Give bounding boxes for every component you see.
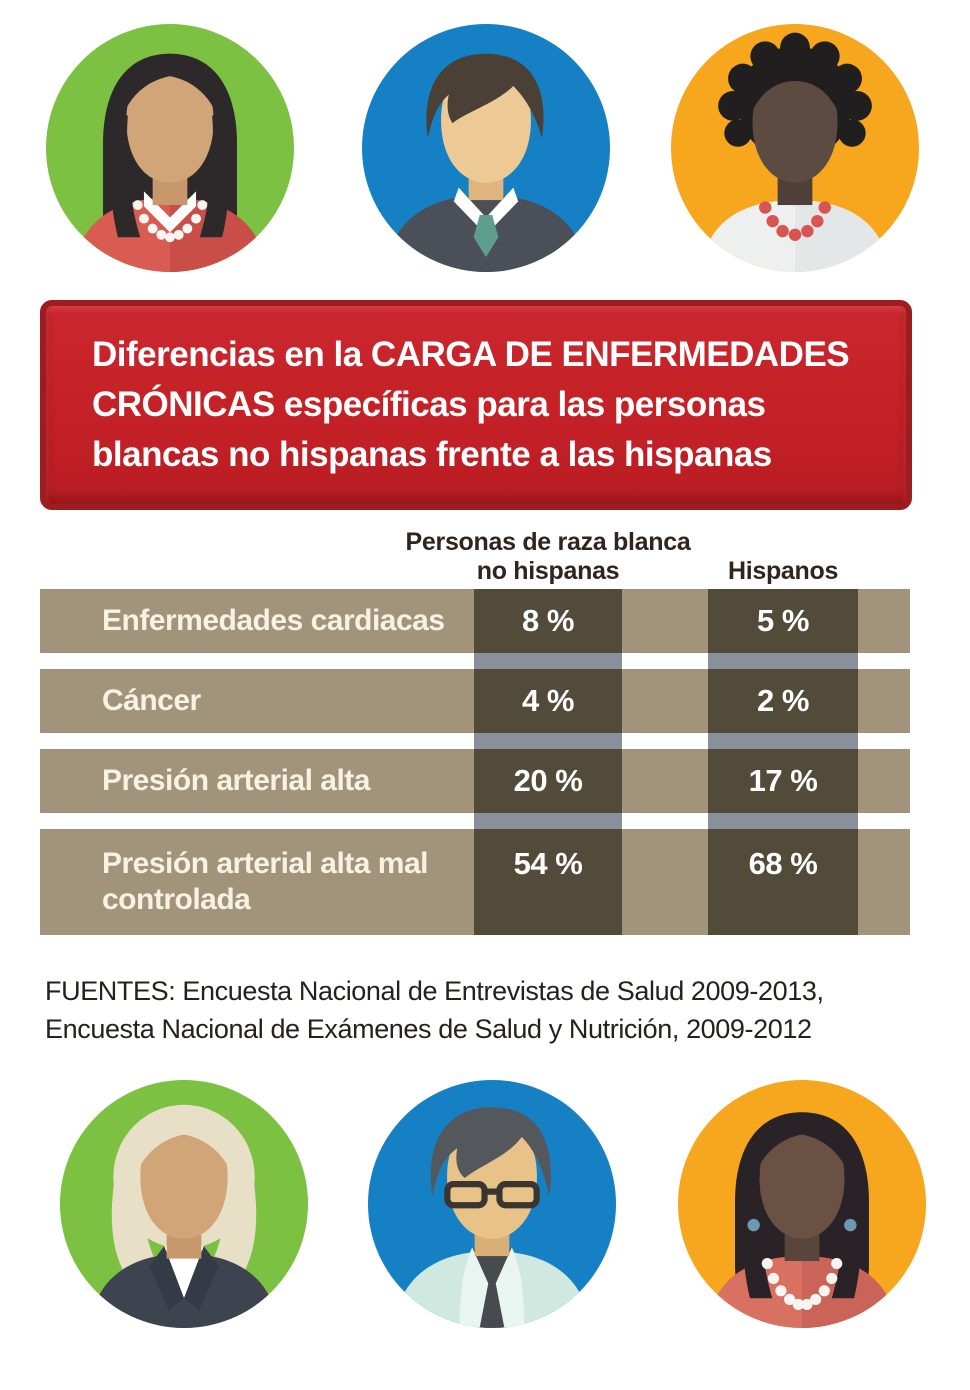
value-cell-hispanic: 5 % (708, 589, 858, 653)
title-banner: Diferencias en la CARGA DE ENFERMEDADES … (40, 300, 912, 510)
table-row: Cáncer 4 % 2 % (40, 669, 910, 733)
table-row: Presión arterial alta mal controlada 54 … (40, 829, 910, 935)
data-table: Enfermedades cardiacas 8 % 5 % Cáncer 4 … (40, 589, 910, 935)
row-label: Enfermedades cardiacas (102, 604, 445, 637)
woman-afro-icon (671, 24, 919, 272)
column-connector (708, 733, 858, 749)
avatar-top-middle (362, 24, 610, 272)
avatar-bottom-right (678, 1080, 926, 1328)
column-header-nh-white: Personas de raza blanca no hispanas (405, 528, 691, 585)
value-cell-hispanic: 17 % (708, 749, 858, 813)
row-label: Presión arterial alta (102, 764, 370, 797)
title-line: Diferencias en la CARGA DE ENFERMEDADES (92, 335, 850, 374)
sources-line: FUENTES: Encuesta Nacional de Entrevista… (45, 976, 824, 1006)
man-glasses-labcoat-icon (368, 1080, 616, 1328)
table-row: Enfermedades cardiacas 8 % 5 % (40, 589, 910, 653)
value-cell-hispanic: 68 % (708, 829, 858, 935)
man-suit-tie-icon (362, 24, 610, 272)
avatar-bottom-left (60, 1080, 308, 1328)
column-connector (474, 813, 622, 829)
woman-long-dark-hair-icon (46, 24, 294, 272)
table-row: Presión arterial alta 20 % 17 % (40, 749, 910, 813)
woman-dark-skin-pearls-icon (678, 1080, 926, 1328)
row-label: Cáncer (102, 684, 201, 717)
avatar-top-left (46, 24, 294, 272)
sources-line: Encuesta Nacional de Exámenes de Salud y… (45, 1014, 812, 1044)
avatar-bottom-middle (368, 1080, 616, 1328)
column-connector (708, 653, 858, 669)
woman-blonde-suit-icon (60, 1080, 308, 1328)
value-cell-nh-white: 20 % (474, 749, 622, 813)
column-connector (474, 733, 622, 749)
value-cell-hispanic: 2 % (708, 669, 858, 733)
column-connector (474, 653, 622, 669)
sources-note: FUENTES: Encuesta Nacional de Entrevista… (45, 972, 925, 1048)
title-line: CRÓNICAS específicas para las personas (92, 385, 766, 424)
title-line: blancas no hispanas frente a las hispana… (92, 435, 772, 474)
column-header-hispanos: Hispanos (727, 557, 839, 585)
value-cell-nh-white: 4 % (474, 669, 622, 733)
value-cell-nh-white: 54 % (474, 829, 622, 935)
avatar-top-right (671, 24, 919, 272)
value-cell-nh-white: 8 % (474, 589, 622, 653)
row-label: Presión arterial alta mal controlada (102, 847, 429, 916)
column-connector (708, 813, 858, 829)
